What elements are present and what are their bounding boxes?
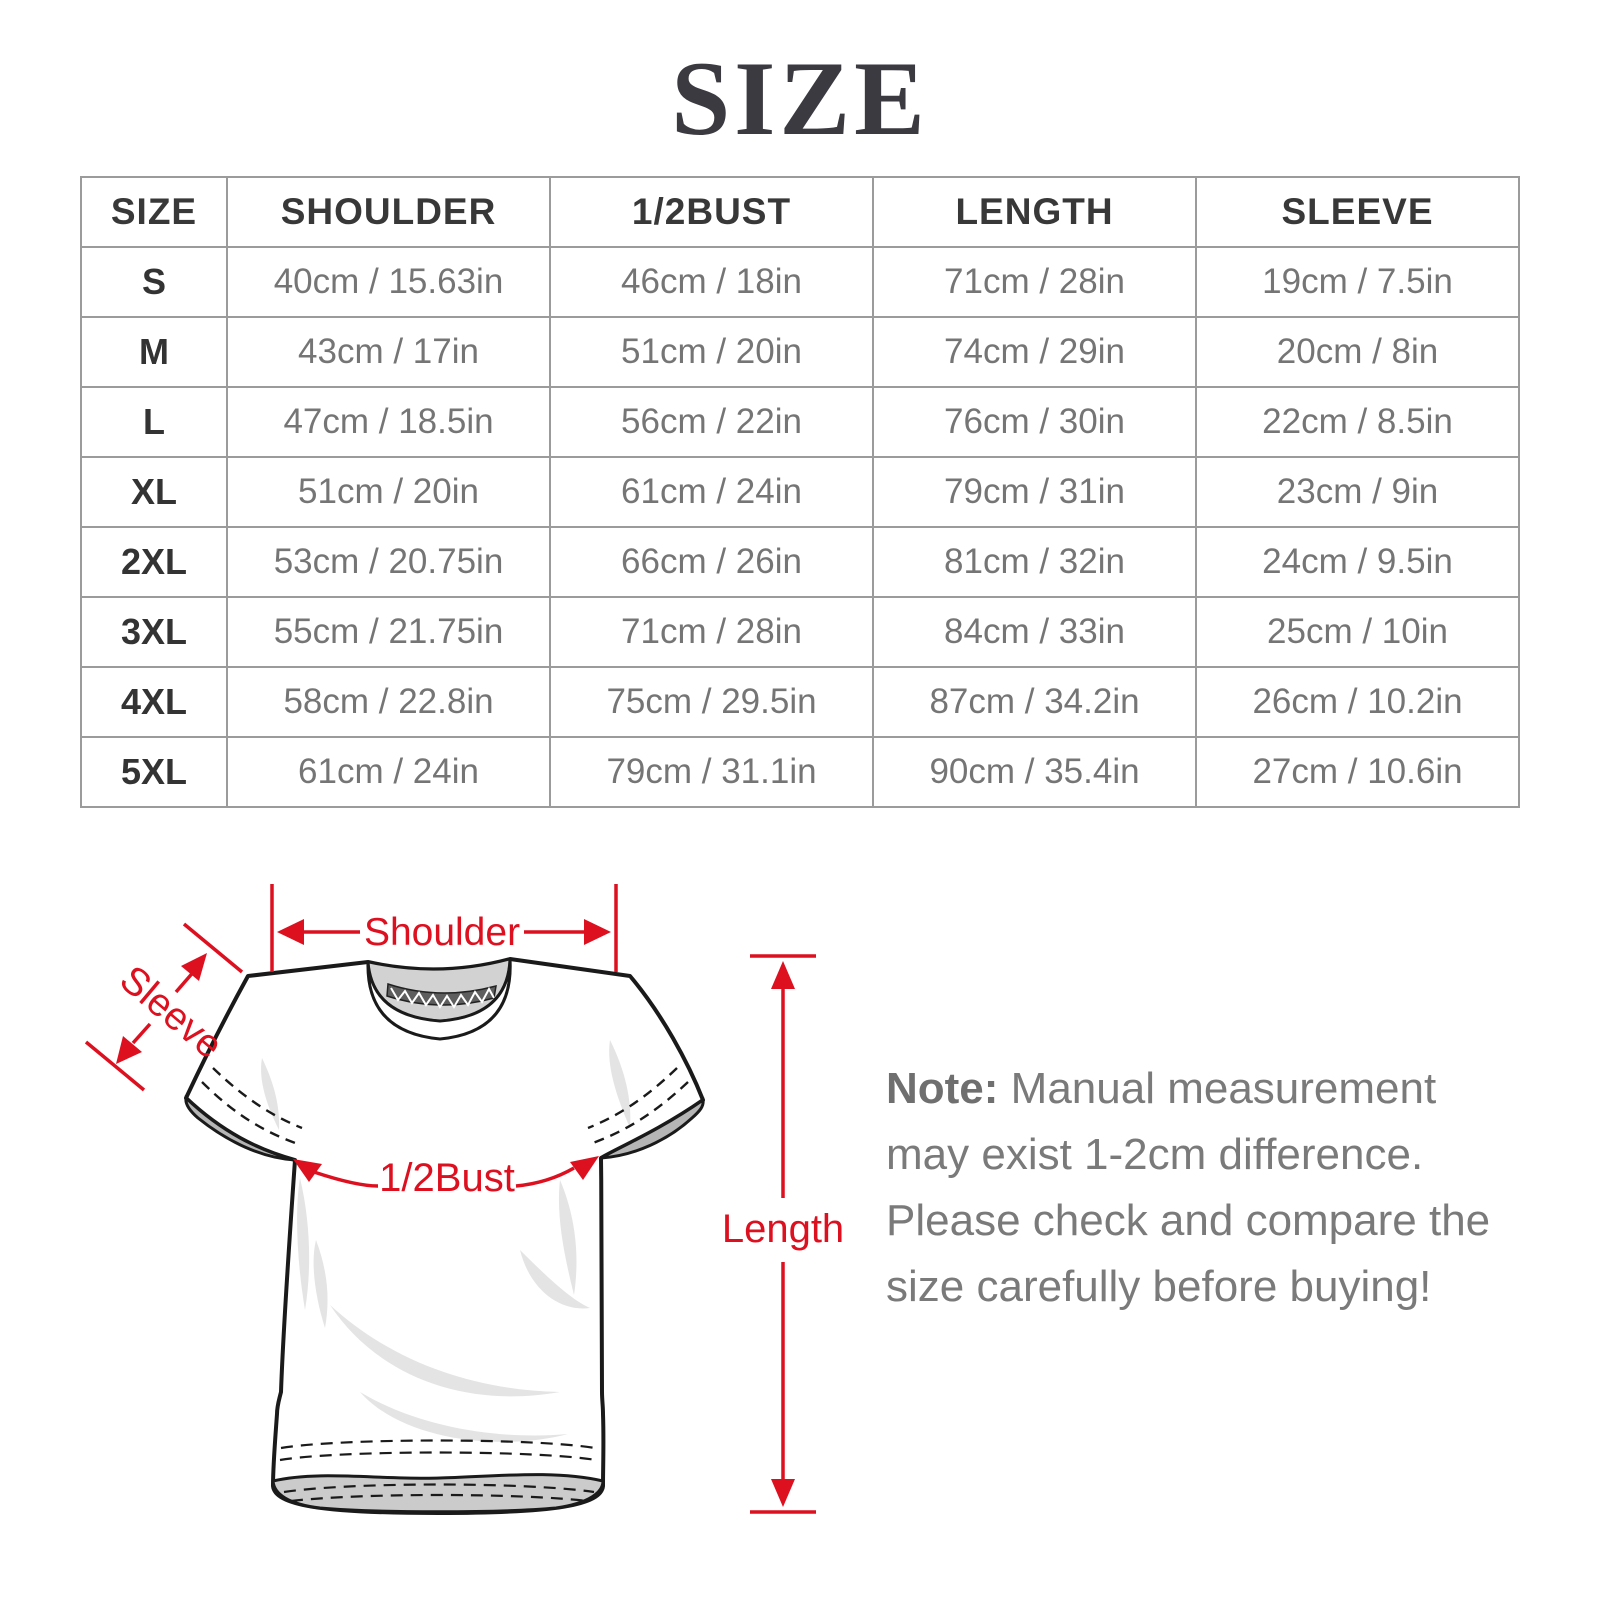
fabric-fold-shading [261, 1040, 631, 1442]
cell-shoulder: 58cm / 22.8in [226, 666, 551, 738]
cell-sleeve: 24cm / 9.5in [1195, 526, 1520, 598]
cell-size: 3XL [80, 596, 228, 668]
cell-bust: 75cm / 29.5in [549, 666, 874, 738]
cell-length: 79cm / 31in [872, 456, 1197, 528]
tshirt-measurement-diagram: Shoulder Sleeve 1/2Bust Length [84, 884, 844, 1515]
col-header-bust: 1/2BUST [549, 176, 874, 248]
cell-sleeve: 25cm / 10in [1195, 596, 1520, 668]
table-row: S 40cm / 15.63in 46cm / 18in 71cm / 28in… [80, 246, 1520, 318]
col-header-size: SIZE [80, 176, 228, 248]
table-row: M 43cm / 17in 51cm / 20in 74cm / 29in 20… [80, 316, 1520, 388]
note-prefix: Note: [886, 1064, 999, 1113]
cell-length: 71cm / 28in [872, 246, 1197, 318]
table-row: 5XL 61cm / 24in 79cm / 31.1in 90cm / 35.… [80, 736, 1520, 808]
length-label: Length [722, 1207, 844, 1251]
table-row: 3XL 55cm / 21.75in 71cm / 28in 84cm / 33… [80, 596, 1520, 668]
shoulder-label: Shoulder [364, 911, 520, 954]
col-header-length: LENGTH [872, 176, 1197, 248]
table-row: 4XL 58cm / 22.8in 75cm / 29.5in 87cm / 3… [80, 666, 1520, 738]
hem-stitching [279, 1439, 597, 1503]
collar-zigzag-stitch [390, 986, 495, 1009]
cell-shoulder: 47cm / 18.5in [226, 386, 551, 458]
length-annotation: Length [722, 954, 844, 1514]
col-header-shoulder: SHOULDER [226, 176, 551, 248]
cell-sleeve: 20cm / 8in [1195, 316, 1520, 388]
col-header-sleeve: SLEEVE [1195, 176, 1520, 248]
cell-sleeve: 19cm / 7.5in [1195, 246, 1520, 318]
note-body: Manual measurement may exist 1-2cm diffe… [886, 1064, 1491, 1311]
right-cuff-opening [600, 1097, 705, 1160]
hem-band [271, 1473, 605, 1514]
left-cuff-stitching [201, 1067, 303, 1146]
tshirt-drawing [184, 957, 705, 1515]
cell-bust: 56cm / 22in [549, 386, 874, 458]
cell-length: 74cm / 29in [872, 316, 1197, 388]
table-row: L 47cm / 18.5in 56cm / 22in 76cm / 30in … [80, 386, 1520, 458]
shoulder-arrowhead-left [277, 919, 304, 945]
cell-size: 5XL [80, 736, 228, 808]
cell-bust: 66cm / 26in [549, 526, 874, 598]
sleeve-arrowhead-bottom [116, 1036, 142, 1064]
cell-bust: 46cm / 18in [549, 246, 874, 318]
bust-arrowhead-left [293, 1159, 322, 1182]
collar-rib [366, 958, 512, 1041]
cell-length: 81cm / 32in [872, 526, 1197, 598]
cell-sleeve: 27cm / 10.6in [1195, 736, 1520, 808]
cell-length: 76cm / 30in [872, 386, 1197, 458]
cell-bust: 71cm / 28in [549, 596, 874, 668]
cell-sleeve: 23cm / 9in [1195, 456, 1520, 528]
table-row: XL 51cm / 20in 61cm / 24in 79cm / 31in 2… [80, 456, 1520, 528]
bust-annotation: 1/2Bust [293, 1156, 599, 1200]
cell-bust: 79cm / 31.1in [549, 736, 874, 808]
cell-bust: 61cm / 24in [549, 456, 874, 528]
cell-length: 84cm / 33in [872, 596, 1197, 668]
measurement-note: Note: Manual measurement may exist 1-2cm… [886, 1056, 1526, 1320]
cell-shoulder: 53cm / 20.75in [226, 526, 551, 598]
cell-length: 90cm / 35.4in [872, 736, 1197, 808]
cell-size: 4XL [80, 666, 228, 738]
table-header-row: SIZE SHOULDER 1/2BUST LENGTH SLEEVE [80, 176, 1520, 248]
table-row: 2XL 53cm / 20.75in 66cm / 26in 81cm / 32… [80, 526, 1520, 598]
page-title: SIZE [671, 40, 929, 157]
cell-size: M [80, 316, 228, 388]
bust-arrowhead-right [570, 1156, 599, 1180]
size-table: SIZE SHOULDER 1/2BUST LENGTH SLEEVE S 40… [80, 176, 1520, 808]
cell-size: 2XL [80, 526, 228, 598]
right-cuff-stitching [587, 1067, 689, 1146]
length-arrowhead-top [771, 961, 795, 989]
cell-size: XL [80, 456, 228, 528]
cell-shoulder: 55cm / 21.75in [226, 596, 551, 668]
sleeve-tick-top [182, 922, 244, 974]
cell-size: S [80, 246, 228, 318]
cell-length: 87cm / 34.2in [872, 666, 1197, 738]
sleeve-arrowhead-top [181, 953, 207, 981]
cell-sleeve: 26cm / 10.2in [1195, 666, 1520, 738]
cell-shoulder: 61cm / 24in [226, 736, 551, 808]
sleeve-tick-bottom [84, 1040, 146, 1092]
cell-shoulder: 43cm / 17in [226, 316, 551, 388]
cell-sleeve: 22cm / 8.5in [1195, 386, 1520, 458]
shoulder-arrowhead-right [584, 919, 611, 945]
bust-label: 1/2Bust [379, 1156, 515, 1200]
cell-shoulder: 40cm / 15.63in [226, 246, 551, 318]
cell-bust: 51cm / 20in [549, 316, 874, 388]
cell-size: L [80, 386, 228, 458]
left-cuff-opening [184, 1094, 296, 1162]
cell-shoulder: 51cm / 20in [226, 456, 551, 528]
shoulder-annotation: Shoulder [270, 884, 618, 972]
length-arrowhead-bottom [771, 1479, 795, 1507]
